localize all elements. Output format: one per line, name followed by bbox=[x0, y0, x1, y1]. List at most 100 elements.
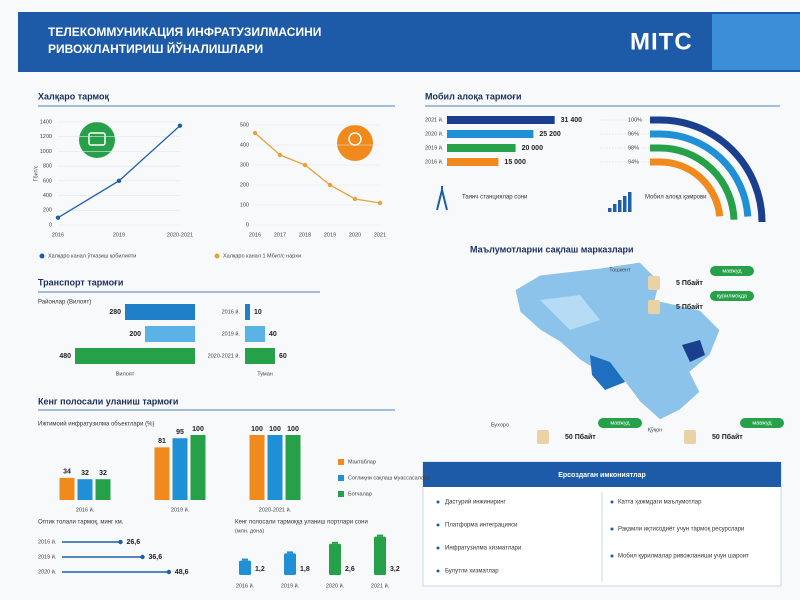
value-label: 60 bbox=[279, 353, 287, 360]
value-label: 36,6 bbox=[149, 554, 163, 561]
value-label: 2,6 bbox=[345, 566, 355, 573]
list-item: Мобил қурилмалар ривожланиши учун шароит bbox=[618, 554, 749, 560]
battery-cap bbox=[332, 541, 338, 544]
x-tick-label: 2020 й. bbox=[326, 582, 345, 589]
legend-label: Мактаблар bbox=[348, 459, 376, 465]
category-label: 2019 й. bbox=[38, 553, 57, 560]
bullet bbox=[436, 500, 440, 504]
value-label: 26,6 bbox=[127, 539, 141, 546]
value-label: 100 bbox=[269, 426, 281, 433]
y-tick-label: 400 bbox=[240, 142, 249, 148]
capacity-label: 5 Пбайт bbox=[676, 279, 703, 287]
status-label: мавжуд bbox=[610, 420, 630, 426]
legend-swatch bbox=[39, 253, 45, 259]
x-tick-label: 2019 bbox=[324, 232, 336, 238]
point bbox=[302, 162, 308, 168]
lollipop-dot bbox=[166, 569, 172, 575]
bullet bbox=[436, 523, 440, 527]
bar bbox=[172, 438, 188, 500]
coverage-arc bbox=[650, 144, 738, 220]
icon-badge bbox=[79, 122, 115, 158]
y-tick-label: 300 bbox=[240, 162, 249, 168]
map-region bbox=[590, 355, 625, 390]
value-label: 48,6 bbox=[175, 569, 189, 576]
bar bbox=[285, 435, 301, 500]
list-item: Инфратузилма хизматлари bbox=[445, 546, 521, 552]
icon bbox=[613, 204, 617, 212]
legend-swatch bbox=[338, 459, 344, 465]
bar bbox=[75, 348, 195, 364]
y-tick-label: 500 bbox=[240, 122, 249, 128]
list-item: Булутли хизматлар bbox=[445, 569, 499, 575]
x-tick-label: 2016 bbox=[52, 232, 64, 238]
bar bbox=[447, 130, 534, 138]
value-label: 100 bbox=[192, 426, 204, 433]
category-label: 2020-2021 й. bbox=[208, 352, 241, 359]
header-title: ТЕЛЕКОММУНИКАЦИЯ ИНФРАТУЗИЛМАСИНИ bbox=[48, 25, 321, 39]
point bbox=[352, 196, 358, 202]
point bbox=[377, 200, 383, 206]
x-tick-label: 2016 й. bbox=[76, 506, 95, 513]
header-badge bbox=[712, 14, 800, 70]
city-label: Қўқон bbox=[648, 426, 662, 433]
logo: MITC bbox=[630, 28, 693, 55]
category-label: 2020 й. bbox=[38, 568, 57, 575]
category-label: 2016 й. bbox=[425, 158, 444, 165]
battery bbox=[374, 536, 386, 575]
value-label: 3,2 bbox=[390, 566, 400, 573]
icon bbox=[628, 192, 632, 212]
value-label: 280 bbox=[109, 309, 121, 316]
category-label: 2019 й. bbox=[425, 144, 444, 151]
group-label: Вилоят bbox=[116, 371, 135, 377]
bullet bbox=[610, 554, 614, 558]
bar bbox=[447, 144, 516, 152]
bullet bbox=[436, 546, 440, 550]
value-label: 480 bbox=[59, 353, 71, 360]
group-label: Туман bbox=[257, 371, 273, 377]
db-icon bbox=[648, 300, 660, 314]
icon bbox=[88, 132, 106, 146]
capacity-label: 50 Пбайт bbox=[712, 433, 743, 441]
x-tick-label: 2019 bbox=[113, 232, 125, 238]
legend-swatch bbox=[214, 253, 220, 259]
section-title: Халқаро тармоқ bbox=[38, 91, 110, 101]
y-tick-label: 1000 bbox=[40, 149, 52, 155]
value-label: 20 000 bbox=[522, 145, 544, 152]
bullet bbox=[610, 527, 614, 531]
y-tick-label: 200 bbox=[43, 208, 52, 214]
icon-badge bbox=[337, 125, 373, 161]
bullet bbox=[436, 569, 440, 573]
battery-cap bbox=[242, 558, 248, 561]
legend-label: Соғлиқни сақлаш муассасалари bbox=[348, 475, 430, 481]
value-label: 31 400 bbox=[561, 117, 583, 124]
x-tick-label: 2016 й. bbox=[236, 582, 255, 589]
y-tick-label: 1400 bbox=[40, 119, 52, 125]
x-tick-label: 2021 й. bbox=[371, 582, 390, 589]
point bbox=[277, 152, 283, 158]
category-label: 2016 й. bbox=[222, 308, 241, 315]
x-tick-label: 2018 bbox=[299, 232, 311, 238]
bullet bbox=[610, 500, 614, 504]
legend-label: Халқаро канал ўтказиш қобилияти bbox=[48, 252, 136, 259]
line bbox=[254, 132, 381, 204]
category-label: 2020 й. bbox=[425, 130, 444, 137]
x-tick-label: 2020-2021 й. bbox=[259, 506, 292, 513]
list-item: Платформа интеграцияси bbox=[445, 523, 517, 529]
bar bbox=[245, 348, 275, 364]
battery bbox=[329, 543, 341, 575]
y-tick-label: 0 bbox=[246, 222, 249, 228]
x-tick-label: 2016 bbox=[249, 232, 261, 238]
category-label: 2019 й. bbox=[222, 330, 241, 337]
capacity-label: 50 Пбайт bbox=[565, 433, 596, 441]
bar bbox=[267, 435, 283, 500]
status-pill bbox=[710, 266, 754, 276]
db-icon bbox=[648, 276, 660, 290]
value-label: 95 bbox=[176, 429, 184, 436]
lollipop-dot bbox=[140, 554, 145, 560]
bar bbox=[59, 477, 75, 500]
value-label: 81 bbox=[158, 438, 166, 445]
bar bbox=[95, 479, 111, 500]
y-tick-label: 1200 bbox=[40, 134, 52, 140]
bar bbox=[190, 435, 206, 500]
category-label: 2021 й. bbox=[425, 116, 444, 123]
